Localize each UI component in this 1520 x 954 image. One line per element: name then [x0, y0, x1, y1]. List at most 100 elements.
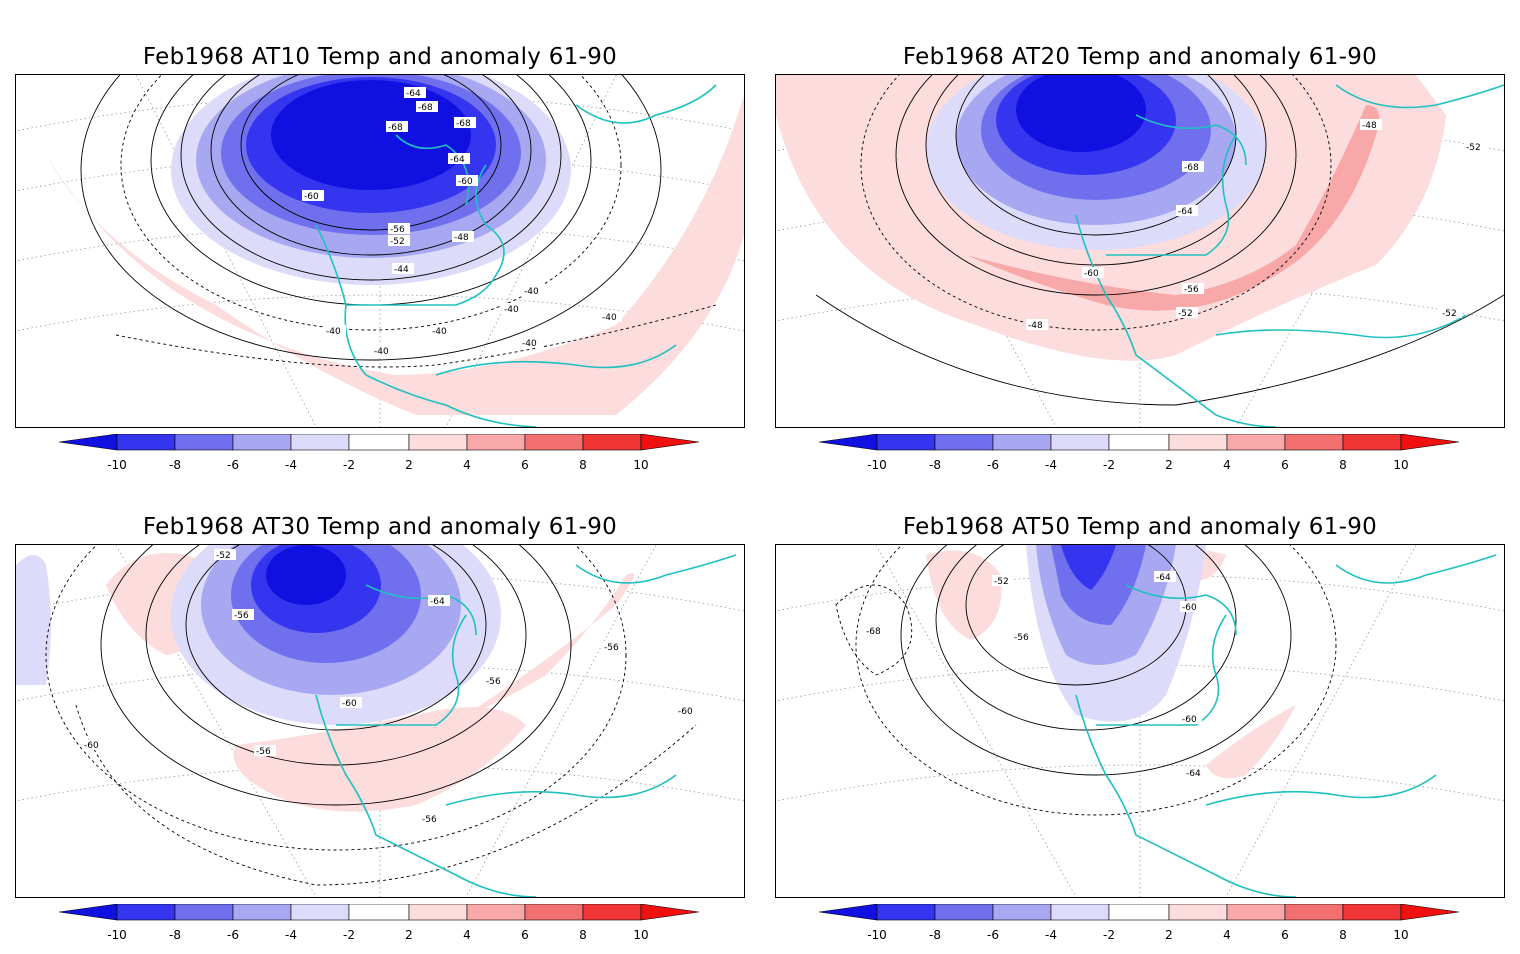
contour-label: -68: [456, 119, 471, 129]
map-panel-at50: Feb1968 AT50 Temp and anomaly 61-90: [775, 514, 1505, 954]
colorbar-label: -4: [285, 458, 297, 472]
colorbar: -10 -8 -6 -4 -2 2 4 6 8 10: [819, 904, 1459, 944]
warm-anomaly-south: [233, 707, 526, 812]
contour-label: -64: [406, 89, 421, 99]
map-panel-at20: Feb1968 AT20 Temp and anomaly 61-90: [775, 44, 1505, 484]
coastlines: [315, 84, 717, 427]
colorbar-label: -8: [169, 458, 181, 472]
contour-label: -52: [1466, 143, 1481, 153]
map-frame: -52 -56 -64 -56 -56 -60 -60 -60 -56 -56: [15, 544, 745, 898]
contour-label: -52: [216, 551, 231, 561]
contour-label: -56: [256, 747, 271, 757]
map-panel-at10: Feb1968 AT10 Temp and anomaly 61-90: [15, 44, 745, 484]
colorbar-label: -10: [867, 928, 887, 942]
contour-label: -64: [450, 155, 465, 165]
contour-label: -64: [430, 597, 445, 607]
contour-label-boxes: -64 -52 -60 -56 -68 -60 -64: [864, 571, 1206, 779]
colorbar-label: 8: [579, 928, 587, 942]
colorbar-label: -6: [227, 458, 239, 472]
panel-title: Feb1968 AT10 Temp and anomaly 61-90: [142, 44, 618, 70]
panel-title: Feb1968 AT20 Temp and anomaly 61-90: [902, 44, 1378, 70]
colorbar-label: -2: [343, 458, 355, 472]
colorbar-label: -4: [285, 928, 297, 942]
colorbar-label: 8: [1339, 458, 1347, 472]
colorbar-label: 10: [1393, 458, 1409, 472]
colorbar-label: -6: [227, 928, 239, 942]
colorbar-label: -2: [1103, 458, 1115, 472]
colorbar-label: 8: [579, 458, 587, 472]
contour-label: -52: [1178, 309, 1193, 319]
contour-label: -60: [1182, 715, 1197, 725]
colorbar-label: -10: [107, 928, 127, 942]
contour-label: -52: [1442, 309, 1457, 319]
contour-label: -52: [994, 577, 1009, 587]
colorbar-label: -8: [929, 458, 941, 472]
contour-label: -56: [1184, 285, 1199, 295]
colorbar-swatches: [819, 904, 1459, 921]
colorbar-label: 8: [1339, 928, 1347, 942]
colorbar-label: 6: [1281, 458, 1289, 472]
colorbar: -10 -8 -6 -4 -2 2 4 6 8 10: [59, 434, 699, 474]
cold-strip-left: [16, 555, 51, 685]
contour-label: -48: [1028, 321, 1043, 331]
colorbar-label: 6: [521, 928, 529, 942]
contour-label: -56: [422, 815, 437, 825]
warm-anomaly-north-light: [926, 550, 1002, 640]
colorbar-label: -8: [929, 928, 941, 942]
colorbar-label: 4: [463, 458, 471, 472]
colorbar-label: -6: [987, 928, 999, 942]
map-frame: -48 -52 -68 -64 -60 -56 -52 -48 -52: [775, 74, 1505, 428]
contour-label: -40: [522, 339, 537, 349]
coastlines: [1075, 554, 1497, 897]
contour-label: -60: [1182, 603, 1197, 613]
contour-label: -60: [84, 741, 99, 751]
coastlines: [315, 554, 737, 897]
contour-label: -40: [432, 327, 447, 337]
anomaly-map: -64 -52 -60 -56 -68 -60 -64: [776, 545, 1504, 897]
colorbar-label: 6: [1281, 928, 1289, 942]
colorbar-label: -8: [169, 928, 181, 942]
contour-label: -64: [1186, 769, 1201, 779]
contour-label: -60: [1084, 269, 1099, 279]
colorbar-label: -6: [987, 458, 999, 472]
contour-label-boxes: -52 -56 -64 -56 -56 -60 -60 -60 -56 -56: [82, 549, 698, 825]
colorbar-label: 2: [405, 458, 413, 472]
contour-label: -52: [390, 237, 405, 247]
map-frame: -64 -68 -68 -68 -64 -60 -60 -56 -52 -48 …: [15, 74, 745, 428]
colorbar-label: -10: [867, 458, 887, 472]
colorbar-label: -2: [1103, 928, 1115, 942]
colorbar-label: 2: [405, 928, 413, 942]
colorbar-label: 10: [1393, 928, 1409, 942]
contour-label: -40: [374, 347, 389, 357]
contour-label: -56: [486, 677, 501, 687]
colorbar-label: 4: [1223, 458, 1231, 472]
contour-label-boxes: -64 -68 -68 -68 -64 -60 -60 -56 -52 -48 …: [302, 87, 622, 357]
colorbar-label: 6: [521, 458, 529, 472]
cold-anomaly-minus10: [271, 80, 471, 190]
colorbar-label: 10: [633, 928, 649, 942]
cold-anomaly-minus10: [266, 545, 346, 605]
colorbar-label: 2: [1165, 928, 1173, 942]
contour-label: -40: [504, 305, 519, 315]
anomaly-map: -52 -56 -64 -56 -56 -60 -60 -60 -56 -56: [16, 545, 744, 897]
contour-label: -40: [602, 313, 617, 323]
contour-label: -64: [1156, 573, 1171, 583]
contour-label: -60: [304, 192, 319, 202]
colorbar-label: -4: [1045, 458, 1057, 472]
colorbar-label: 4: [1223, 928, 1231, 942]
colorbar-label: -10: [107, 458, 127, 472]
colorbar-label: -4: [1045, 928, 1057, 942]
colorbar-label: 2: [1165, 458, 1173, 472]
colorbar-label: 10: [633, 458, 649, 472]
colorbar-label: 4: [463, 928, 471, 942]
cold-anomaly-minus10: [1016, 75, 1146, 152]
anomaly-map: -48 -52 -68 -64 -60 -56 -52 -48 -52: [776, 75, 1504, 427]
colorbar: -10 -8 -6 -4 -2 2 4 6 8 10: [59, 904, 699, 944]
contour-label: -40: [326, 327, 341, 337]
colorbar-label: -2: [343, 928, 355, 942]
colorbar-swatches: [59, 904, 699, 921]
panel-title: Feb1968 AT30 Temp and anomaly 61-90: [142, 514, 618, 540]
contour-label: -56: [390, 225, 405, 235]
contour-label: -44: [394, 265, 409, 275]
contour-label: -56: [1014, 633, 1029, 643]
